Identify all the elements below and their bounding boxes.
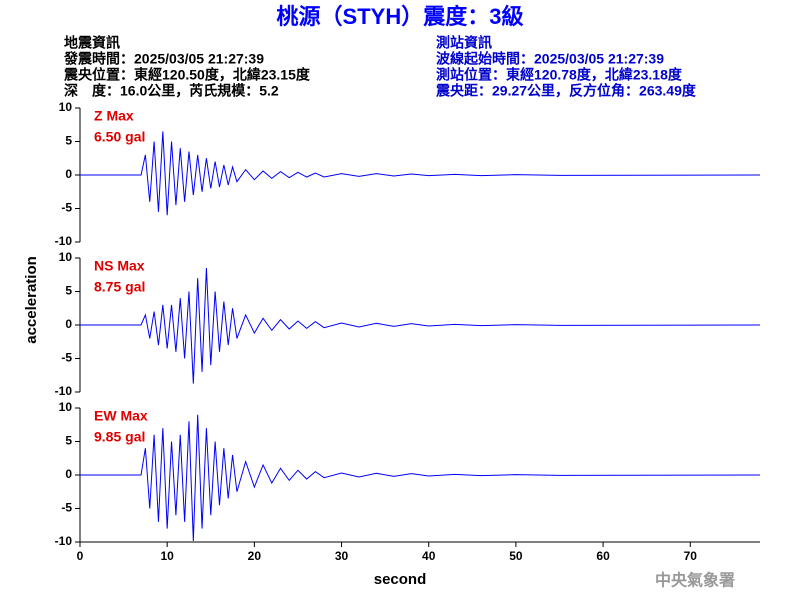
max-label: 8.75 gal [94,279,145,295]
info-line: 震央距：29.27公里，反方位角：263.49度 [435,83,697,99]
max-label: 9.85 gal [94,429,145,445]
info-line: 波線起始時間：2025/03/05 21:27:39 [436,51,664,67]
y-tick-label: 10 [59,400,73,414]
waveform [80,414,761,542]
y-tick-label: 5 [65,434,72,448]
y-tick-label: 10 [59,100,73,114]
y-tick-label: 0 [65,317,72,331]
y-tick-label: -10 [55,534,73,548]
y-tick-label: 0 [65,467,72,481]
y-tick-label: 5 [65,284,72,298]
y-tick-label: -5 [61,201,72,215]
y-axis-label: acceleration [23,256,40,344]
x-tick-label: 20 [248,549,262,563]
y-tick-label: 10 [59,250,73,264]
info-line: 震央位置：東經120.50度，北緯23.15度 [63,67,311,83]
title: 桃源（STYH）震度：3級 [277,4,524,29]
waveform [80,131,761,216]
y-tick-label: -10 [55,384,73,398]
info-line: 測站資訊 [436,35,492,51]
y-tick-label: 0 [65,167,72,181]
y-tick-label: -10 [55,234,73,248]
footer: 中央氣象署 [655,571,735,590]
x-tick-label: 50 [509,549,523,563]
component-label: Z Max [94,108,134,124]
y-tick-label: 5 [65,134,72,148]
max-label: 6.50 gal [94,129,145,145]
component-label: EW Max [94,408,148,424]
x-tick-label: 10 [160,549,174,563]
info-line: 測站位置：東經120.78度，北緯23.18度 [436,67,683,83]
info-line: 發震時間：2025/03/05 21:27:39 [63,51,264,67]
x-tick-label: 30 [335,549,349,563]
waveform [80,268,761,384]
y-tick-label: -5 [61,501,72,515]
y-tick-label: -5 [61,351,72,365]
info-line: 地震資訊 [64,35,120,51]
x-tick-label: 0 [77,549,84,563]
info-line: 深 度：16.0公里，芮氏規模：5.2 [64,83,279,99]
x-tick-label: 60 [596,549,610,563]
component-label: NS Max [94,258,145,274]
x-tick-label: 70 [684,549,698,563]
x-axis-label: second [374,571,427,588]
x-tick-label: 40 [422,549,436,563]
